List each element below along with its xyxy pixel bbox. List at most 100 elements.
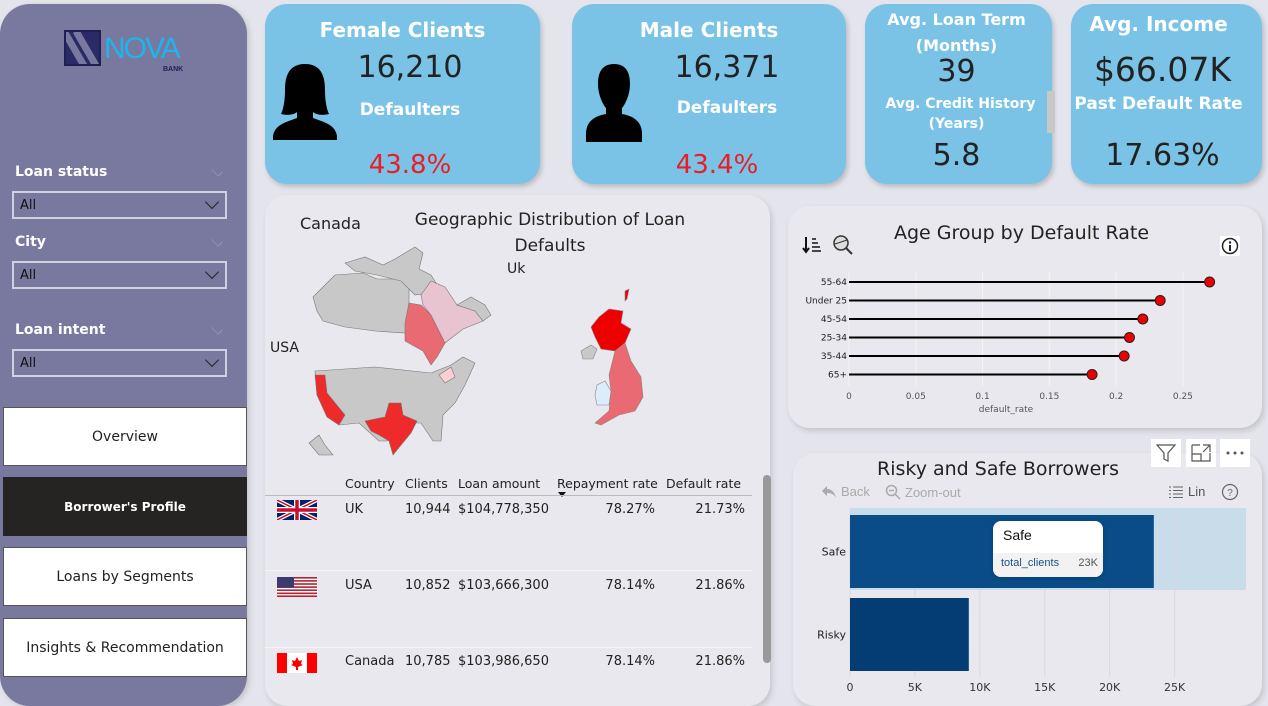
map-label-usa: USA [270, 340, 299, 356]
female-user-icon [273, 64, 337, 140]
x-tick-label: 20K [1099, 681, 1121, 694]
info-icon[interactable] [1220, 236, 1240, 256]
cell-country: UK [345, 502, 364, 517]
column-header-default-rate[interactable]: Default rate [666, 476, 742, 491]
cell-repayment-rate: 78.27% [605, 502, 655, 517]
new-york-region [438, 366, 456, 384]
back-button[interactable]: Back [821, 484, 870, 499]
cell-repayment-rate: 78.14% [605, 578, 655, 593]
loan-status-dropdown[interactable]: All [12, 191, 227, 219]
x-tick-label: 0 [846, 392, 852, 402]
nav-borrowers-profile-button[interactable]: Borrower's Profile [3, 477, 247, 536]
zoom-out-button[interactable]: Zoom-out [885, 484, 961, 500]
usa-mainland [314, 356, 476, 442]
card-title-unit: (Months) [915, 36, 998, 55]
shetland-region [624, 288, 630, 302]
credit-history-title: Avg. Credit History [885, 96, 1036, 112]
nav-loans-by-segments-button[interactable]: Loans by Segments [3, 547, 247, 606]
chevron-down-icon [204, 194, 220, 210]
male-default-rate: 43.4% [675, 150, 759, 180]
x-tick-label: 0.2 [1109, 392, 1123, 402]
nav-overview-button[interactable]: Overview [3, 407, 247, 466]
nav-insights-button[interactable]: Insights & Recommendation [3, 618, 247, 677]
age-group-chart-panel: Age Group by Default Rate 0 0.05 0.1 0.15 0.… [788, 206, 1262, 428]
avg-income-value: $66.07K [1093, 50, 1232, 89]
filter-label-loan-status: Loan status [15, 164, 108, 180]
filter-icon [1156, 444, 1176, 462]
cell-default-rate: 21.86% [695, 578, 745, 593]
sort-icon[interactable] [802, 236, 822, 254]
x-tick-label: 15K [1034, 681, 1056, 694]
avg-loan-term-card: Avg. Loan Term (Months) 39 Avg. Credit H… [865, 4, 1052, 184]
avg-loan-term-value: 39 [937, 54, 976, 89]
map-label-uk: Uk [507, 261, 526, 277]
california-region [314, 374, 346, 426]
risky-safe-chart-title: Risky and Safe Borrowers [877, 458, 1119, 480]
city-dropdown[interactable]: All [12, 261, 227, 289]
help-icon[interactable]: ? [1221, 483, 1239, 501]
defaulters-label: Defaulters [676, 98, 778, 118]
past-default-rate-value: 17.63% [1105, 138, 1220, 173]
filter-label-city: City [15, 234, 46, 250]
cell-country: USA [345, 578, 372, 593]
chart-tooltip: Safe total_clients 23K [993, 521, 1103, 577]
collapse-chevron-icon[interactable] [211, 235, 223, 247]
canada-west-provinces [312, 272, 410, 334]
bar [850, 598, 969, 671]
cell-default-rate: 21.86% [695, 654, 745, 669]
tooltip-value: 23K [1078, 557, 1098, 569]
more-options-button[interactable] [1220, 439, 1250, 467]
card-title: Avg. Income [1089, 12, 1228, 36]
collapse-chevron-icon[interactable] [211, 323, 223, 335]
sidebar: NOVA BANK Loan status All City All Loan … [0, 4, 247, 706]
lollipop-marker [1137, 313, 1149, 325]
more-dots-icon [1226, 451, 1244, 455]
x-axis-title: default_rate [979, 405, 1034, 415]
age-lollipop-chart[interactable]: 0 0.05 0.1 0.15 0.2 0.25 55-64 Under 25 45-54 25-… [788, 266, 1262, 416]
female-clients-card: Female Clients 16,210 Defaulters 43.8% [265, 4, 540, 184]
cell-clients: 10,785 [405, 654, 451, 669]
wales-region [594, 380, 612, 406]
dropdown-value: All [20, 356, 37, 371]
loan-intent-dropdown[interactable]: All [12, 349, 227, 377]
x-tick-label: 25K [1164, 681, 1186, 694]
table-scrollbar[interactable] [763, 475, 771, 663]
logo-subtext: BANK [163, 66, 184, 73]
female-client-count: 16,210 [357, 50, 463, 85]
lollipop-marker [1118, 350, 1130, 362]
cell-clients: 10,944 [405, 502, 451, 517]
map-title: Geographic Distribution of Loan Defaults [414, 210, 686, 256]
zoom-search-icon[interactable] [832, 234, 854, 256]
column-header-repayment-rate[interactable]: Repayment rate [557, 476, 658, 491]
column-header-loan-amount[interactable]: Loan amount [458, 476, 541, 491]
dropdown-value: All [20, 268, 37, 283]
card-title: Avg. Loan Term [887, 10, 1026, 29]
texas-region [364, 402, 418, 456]
tooltip-field: total_clients [1001, 557, 1060, 569]
focus-mode-button[interactable] [1186, 439, 1216, 467]
canada-map [312, 246, 492, 366]
y-category-label: 25-34 [821, 334, 847, 344]
x-tick-label: 0 [847, 681, 854, 694]
logo-text: NOVA [104, 32, 181, 65]
collapse-chevron-icon[interactable] [211, 165, 223, 177]
scale-toggle-button[interactable]: Lin [1169, 484, 1205, 499]
female-default-rate: 43.8% [368, 150, 452, 180]
y-category-label: 65+ [828, 371, 847, 381]
column-header-clients[interactable]: Clients [405, 476, 448, 491]
card-scrollbar[interactable] [1047, 91, 1055, 133]
map-label-canada: Canada [300, 214, 361, 233]
cell-loan-amount: $104,778,350 [458, 502, 549, 517]
column-header-country[interactable]: Country [345, 476, 395, 491]
cell-loan-amount: $103,986,650 [458, 654, 549, 669]
geographic-distribution-panel: Geographic Distribution of Loan Defaults… [265, 195, 771, 706]
filter-button[interactable] [1151, 439, 1181, 467]
uk-map[interactable] [575, 287, 665, 437]
table-header-divider [265, 495, 752, 496]
sort-descending-icon [558, 492, 566, 497]
dropdown-value: All [20, 198, 37, 213]
back-arrow-icon [822, 485, 836, 498]
north-america-map[interactable] [305, 245, 495, 465]
nova-bank-logo: NOVA BANK [64, 26, 194, 78]
avg-credit-history-value: 5.8 [932, 138, 981, 173]
